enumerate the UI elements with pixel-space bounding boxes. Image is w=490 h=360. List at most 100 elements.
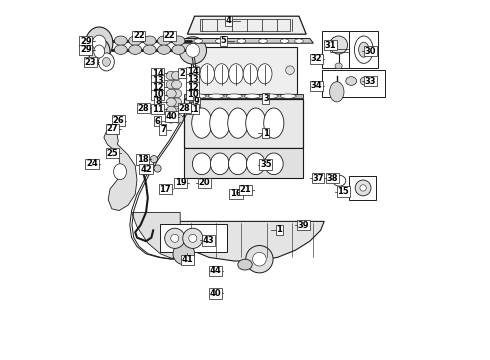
Polygon shape [184, 94, 303, 98]
Text: 19: 19 [175, 178, 187, 187]
Polygon shape [104, 130, 137, 211]
Ellipse shape [245, 94, 260, 98]
Text: 28: 28 [138, 104, 149, 112]
Text: 28: 28 [179, 104, 190, 112]
Text: 40: 40 [210, 289, 221, 298]
Text: 20: 20 [199, 178, 211, 187]
Text: 26: 26 [112, 116, 124, 125]
Bar [322, 31, 364, 68]
Ellipse shape [166, 80, 176, 89]
Ellipse shape [335, 63, 342, 69]
Text: 11: 11 [187, 104, 198, 114]
Ellipse shape [171, 234, 179, 242]
Text: 12: 12 [187, 83, 198, 92]
Text: 22: 22 [164, 31, 175, 40]
Text: 27: 27 [107, 124, 118, 133]
Ellipse shape [359, 42, 369, 57]
Ellipse shape [92, 35, 106, 51]
Polygon shape [187, 16, 306, 34]
Ellipse shape [157, 36, 171, 45]
Text: 31: 31 [324, 40, 336, 49]
Ellipse shape [210, 108, 230, 138]
Text: 17: 17 [159, 184, 171, 194]
Ellipse shape [245, 108, 266, 138]
Text: 40: 40 [166, 112, 177, 121]
Ellipse shape [172, 80, 182, 89]
Ellipse shape [183, 228, 203, 248]
Text: 1: 1 [263, 129, 269, 138]
Ellipse shape [354, 36, 373, 63]
Bar [322, 70, 386, 97]
Text: 21: 21 [240, 185, 251, 194]
Ellipse shape [150, 156, 157, 163]
Text: 34: 34 [311, 81, 322, 90]
Ellipse shape [229, 64, 243, 84]
Ellipse shape [259, 39, 268, 43]
Ellipse shape [216, 39, 224, 43]
Ellipse shape [86, 27, 113, 59]
Text: 14: 14 [187, 68, 198, 77]
Text: 43: 43 [202, 236, 214, 245]
Ellipse shape [172, 106, 182, 115]
Ellipse shape [94, 45, 104, 58]
Text: 39: 39 [298, 220, 309, 230]
Text: 8: 8 [155, 97, 161, 107]
Polygon shape [180, 39, 314, 43]
Ellipse shape [102, 57, 110, 66]
Ellipse shape [286, 66, 294, 75]
Ellipse shape [154, 165, 161, 172]
Ellipse shape [172, 36, 185, 45]
Text: 29: 29 [80, 37, 92, 46]
Ellipse shape [165, 228, 185, 248]
Ellipse shape [192, 108, 212, 138]
Text: 38: 38 [327, 174, 338, 183]
Ellipse shape [186, 44, 199, 57]
Text: 12: 12 [152, 83, 164, 92]
Text: 44: 44 [210, 266, 221, 275]
Ellipse shape [280, 39, 289, 43]
Ellipse shape [166, 106, 176, 115]
Ellipse shape [294, 39, 303, 43]
Bar [184, 148, 303, 178]
Ellipse shape [143, 36, 156, 45]
Ellipse shape [346, 77, 357, 85]
Bar [184, 99, 303, 148]
Text: 32: 32 [311, 54, 322, 63]
Bar [160, 224, 227, 252]
Ellipse shape [228, 153, 247, 175]
Ellipse shape [166, 89, 176, 98]
Text: 35: 35 [260, 160, 271, 169]
Ellipse shape [88, 39, 110, 64]
Text: 2: 2 [179, 68, 185, 77]
Ellipse shape [228, 108, 248, 138]
Text: 13: 13 [152, 76, 164, 85]
Ellipse shape [330, 36, 347, 54]
Text: 42: 42 [140, 165, 152, 174]
Ellipse shape [243, 64, 258, 84]
Ellipse shape [252, 252, 266, 266]
Ellipse shape [114, 36, 127, 45]
Bar [191, 47, 297, 94]
Ellipse shape [129, 36, 142, 45]
Ellipse shape [114, 164, 126, 180]
Text: 7: 7 [160, 125, 166, 134]
Ellipse shape [157, 45, 171, 54]
Ellipse shape [245, 246, 273, 273]
Ellipse shape [173, 114, 183, 123]
Ellipse shape [262, 94, 278, 98]
Ellipse shape [333, 175, 346, 186]
Text: 25: 25 [107, 149, 119, 158]
Text: 10: 10 [187, 90, 198, 99]
Text: 3: 3 [263, 94, 269, 103]
Ellipse shape [200, 64, 215, 84]
Ellipse shape [194, 39, 202, 43]
Ellipse shape [237, 39, 245, 43]
Polygon shape [162, 221, 324, 261]
Text: 37: 37 [312, 174, 324, 183]
Text: 6: 6 [155, 117, 161, 126]
Text: 22: 22 [133, 31, 145, 40]
Ellipse shape [210, 153, 229, 175]
Ellipse shape [172, 45, 185, 54]
Ellipse shape [280, 94, 296, 98]
Ellipse shape [98, 53, 114, 71]
